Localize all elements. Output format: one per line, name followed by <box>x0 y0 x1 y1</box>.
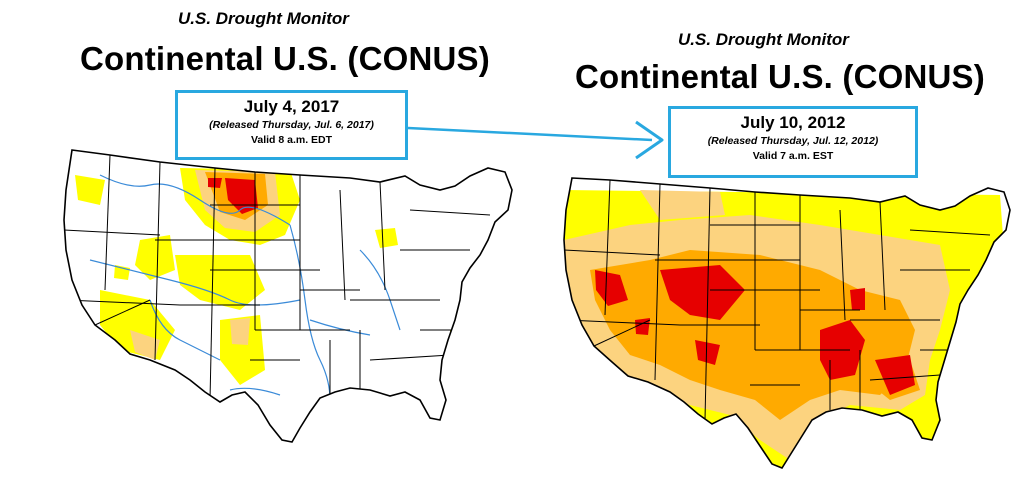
map-panel-2012: U.S. Drought Monitor Continental U.S. (C… <box>520 0 1024 491</box>
map-date: July 10, 2012 <box>740 113 846 132</box>
map-panel-2017: U.S. Drought Monitor Continental U.S. (C… <box>63 9 513 443</box>
date-box-2012: July 10, 2012 (Released Thursday, Jul. 1… <box>668 106 918 178</box>
map-title: Continental U.S. (CONUS) <box>575 58 985 95</box>
map-title: Continental U.S. (CONUS) <box>80 40 490 77</box>
map-date: July 4, 2017 <box>243 97 340 116</box>
subtitle: U.S. Drought Monitor <box>178 9 349 28</box>
state-boundaries <box>564 179 991 421</box>
us-outline <box>63 149 513 443</box>
drought-map-2017 <box>63 149 513 443</box>
release-note: (Released Thursday, Jul. 12, 2012) <box>707 135 879 147</box>
date-box-2017: July 4, 2017 (Released Thursday, Jul. 6,… <box>175 90 408 160</box>
drought-map-2012 <box>563 177 1011 469</box>
us-outline <box>563 177 1011 469</box>
valid-time: Valid 8 a.m. EDT <box>250 134 333 146</box>
valid-time: Valid 7 a.m. EST <box>752 150 834 162</box>
release-note: (Released Thursday, Jul. 6, 2017) <box>209 119 374 131</box>
subtitle: U.S. Drought Monitor <box>678 30 849 49</box>
state-boundaries <box>64 154 491 401</box>
